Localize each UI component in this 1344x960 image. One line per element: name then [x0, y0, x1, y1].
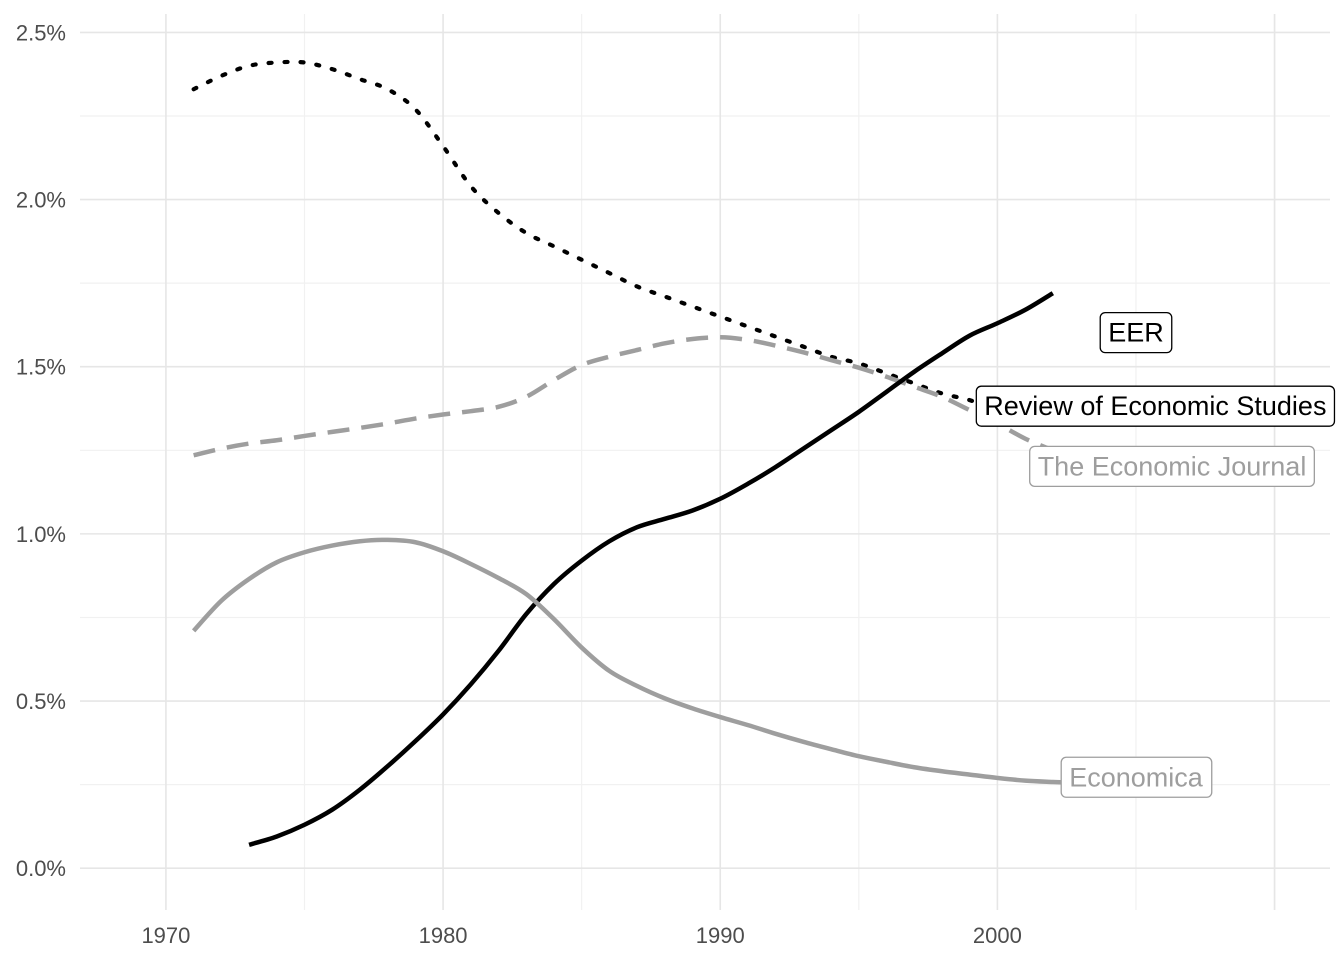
series-label-the-economic-journal: The Economic Journal — [1029, 445, 1315, 487]
series-label-economica: Economica — [1060, 756, 1213, 798]
series-label-text: Economica — [1069, 762, 1204, 792]
series-label-box — [1029, 445, 1315, 487]
series-line-economica — [191, 537, 1081, 786]
series-line-eer — [248, 291, 1055, 847]
y-tick-label: 0.0% — [16, 856, 66, 881]
series-label-eer: EER — [1099, 311, 1173, 354]
series-line-the-economic-journal — [193, 335, 1054, 458]
y-axis-tick-labels: 0.0% 0.5% 1.0% 1.5% 2.0% 2.5% — [16, 20, 66, 881]
y-tick-label: 1.0% — [16, 522, 66, 547]
x-tick-label: 1980 — [419, 923, 468, 948]
series-label-text: The Economic Journal — [1038, 451, 1307, 481]
y-tick-label: 2.0% — [16, 188, 66, 213]
x-axis-tick-labels: 1970 1980 1990 2000 — [141, 923, 1021, 948]
y-tick-label: 1.5% — [16, 355, 66, 380]
x-tick-label: 1970 — [141, 923, 190, 948]
series-label-box — [975, 385, 1336, 427]
series-label-text: Review of Economic Studies — [984, 391, 1326, 421]
major-gridlines — [80, 14, 1330, 910]
series-label-box — [1099, 311, 1173, 354]
series-label-box — [1060, 756, 1213, 798]
x-tick-label: 2000 — [973, 923, 1022, 948]
series-labels: Review of Economic Studies The Economic J… — [975, 311, 1336, 798]
series-lines — [191, 59, 1081, 847]
x-tick-label: 1990 — [696, 923, 745, 948]
series-line-review-of-economic-studies — [191, 59, 1000, 413]
y-tick-label: 2.5% — [16, 20, 66, 45]
y-tick-label: 0.5% — [16, 689, 66, 714]
series-label-review-of-economic-studies: Review of Economic Studies — [975, 385, 1336, 427]
series-label-text: EER — [1108, 318, 1164, 348]
